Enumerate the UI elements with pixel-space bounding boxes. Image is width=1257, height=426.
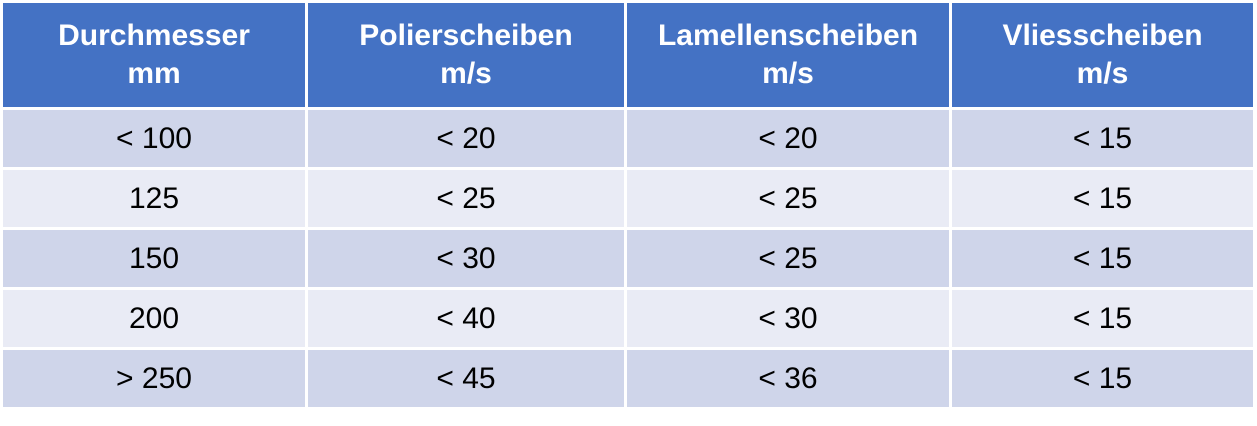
header-cell: Vliesscheiben m/s xyxy=(952,3,1253,107)
table-cell: < 20 xyxy=(308,110,624,167)
header-cell: Durchmesser mm xyxy=(3,3,305,107)
table-row: 150 < 30 < 25 < 15 xyxy=(3,230,1253,287)
table-cell: < 15 xyxy=(952,230,1253,287)
table-cell: < 25 xyxy=(627,230,949,287)
table-cell: 200 xyxy=(3,290,305,347)
table-cell: < 45 xyxy=(308,350,624,407)
table-cell: < 36 xyxy=(627,350,949,407)
table-header: Durchmesser mm Polierscheiben m/s Lamellensc… xyxy=(3,3,1253,107)
table-row: < 100 < 20 < 20 < 15 xyxy=(3,110,1253,167)
header-text: Vliesscheiben xyxy=(1002,19,1203,52)
table-cell: > 250 xyxy=(3,350,305,407)
table-row: 200 < 40 < 30 < 15 xyxy=(3,290,1253,347)
table-cell: < 15 xyxy=(952,290,1253,347)
header-text: mm xyxy=(127,57,181,90)
table-cell: 150 xyxy=(3,230,305,287)
header-text: m/s xyxy=(440,57,492,90)
header-text: Polierscheiben xyxy=(359,19,573,52)
table-body: < 100 < 20 < 20 < 15 125 < 25 < 25 < 15 150 < 30 <… xyxy=(3,110,1253,407)
table-cell: 125 xyxy=(3,170,305,227)
table-cell: < 25 xyxy=(627,170,949,227)
table-row: 125 < 25 < 25 < 15 xyxy=(3,170,1253,227)
table-cell: < 20 xyxy=(627,110,949,167)
header-cell: Polierscheiben m/s xyxy=(308,3,624,107)
table-cell: < 30 xyxy=(627,290,949,347)
header-row: Durchmesser mm Polierscheiben m/s Lamellensc… xyxy=(3,3,1253,107)
table-cell: < 25 xyxy=(308,170,624,227)
header-text: m/s xyxy=(1076,57,1129,90)
speed-table: Durchmesser mm Polierscheiben m/s Lamellensc… xyxy=(3,3,1253,407)
table-cell: < 15 xyxy=(952,350,1253,407)
table-cell: < 100 xyxy=(3,110,305,167)
header-cell: Lamellenscheiben m/s xyxy=(627,3,949,107)
header-text: Lamellenscheiben xyxy=(657,19,919,52)
table-cell: < 15 xyxy=(952,110,1253,167)
header-text: Durchmesser xyxy=(58,19,250,52)
table-row: > 250 < 45 < 36 < 15 xyxy=(3,350,1253,407)
table-cell: < 30 xyxy=(308,230,624,287)
table-cell: < 40 xyxy=(308,290,624,347)
table-cell: < 15 xyxy=(952,170,1253,227)
header-text: m/s xyxy=(762,57,814,90)
